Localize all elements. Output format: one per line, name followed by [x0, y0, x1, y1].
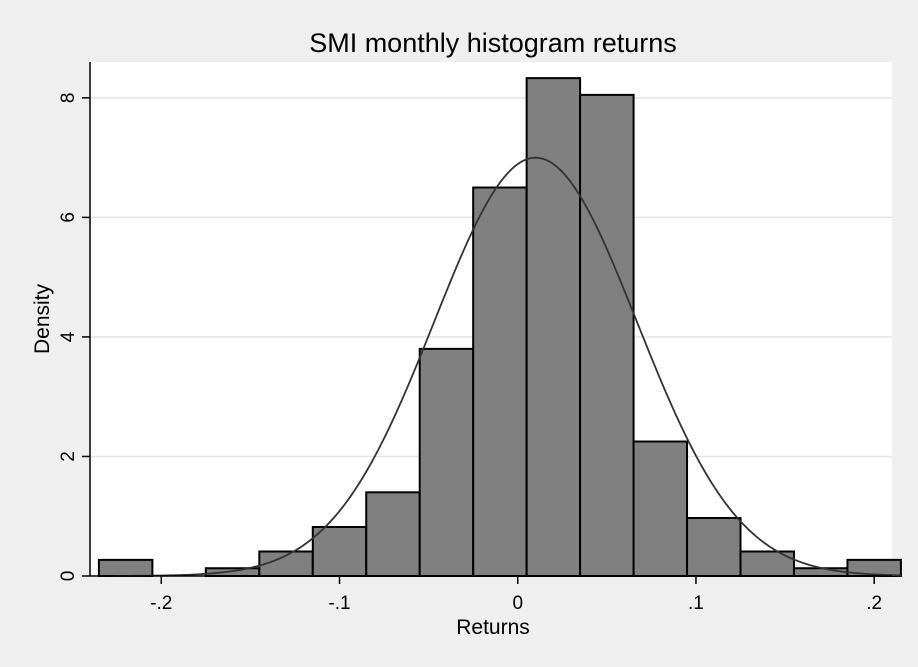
y-tick-label-2: 4	[58, 331, 79, 342]
chart-title: SMI monthly histogram returns	[309, 28, 677, 58]
y-tick-label-1: 2	[58, 451, 79, 462]
histogram-bar-11	[686, 517, 742, 577]
x-axis-label: Returns	[456, 616, 530, 639]
normal-density-curve	[113, 156, 901, 577]
histogram-bar-0	[97, 558, 154, 578]
x-tick-label-1: -.1	[328, 593, 350, 614]
histogram-bar-9	[579, 93, 635, 577]
x-tick-label-2: 0	[512, 593, 523, 614]
y-axis-label: Density	[31, 283, 54, 354]
y-tick-label-4: 8	[58, 93, 79, 104]
histogram-bar-7	[472, 186, 528, 577]
normal-density-curve-group	[113, 156, 901, 577]
x-tick-label-4: .2	[866, 593, 882, 614]
tick-labels: -.2 -.1 0 .1 .2 0 2 4 6 8	[58, 93, 882, 614]
histogram-bar-2	[204, 567, 261, 577]
histogram-bar-8	[525, 77, 582, 577]
y-tick-label-3: 6	[58, 212, 79, 223]
x-tick-label-0: -.2	[150, 593, 172, 614]
histogram-bar-12	[739, 550, 795, 578]
axes	[89, 62, 892, 577]
histogram-bars	[97, 77, 902, 578]
histogram-bar-6	[418, 347, 475, 577]
x-tick-label-3: .1	[688, 593, 704, 614]
histogram-bar-4	[311, 525, 368, 578]
histogram-bar-5	[365, 491, 421, 578]
y-tick-label-0: 0	[58, 571, 79, 582]
histogram-bar-10	[632, 440, 689, 577]
